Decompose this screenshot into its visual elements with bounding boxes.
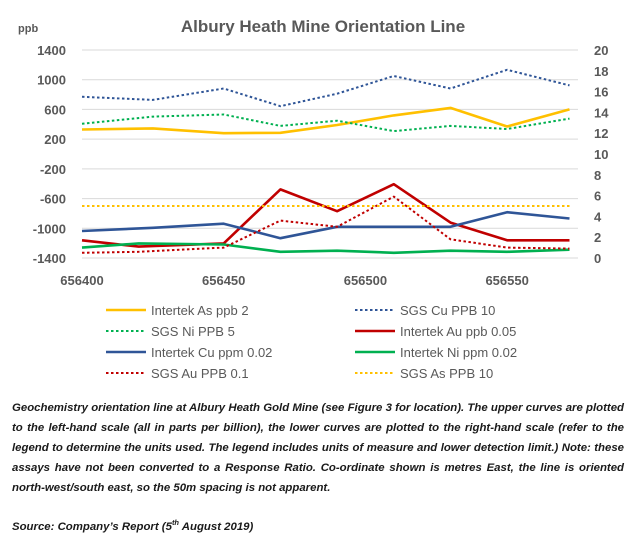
legend-label: SGS Cu PPB 10	[400, 303, 495, 318]
series-line-7	[81, 195, 570, 254]
left-tick-label: -1000	[33, 221, 66, 236]
source-suffix: August 2019)	[179, 520, 254, 533]
right-tick-label: 14	[594, 105, 609, 120]
figure-caption: Geochemistry orientation line at Albury …	[12, 402, 624, 494]
left-tick-label: -1400	[33, 251, 66, 266]
right-tick-label: 18	[594, 64, 608, 79]
line-chart: Albury Heath Mine Orientation Line ppb 1…	[18, 17, 609, 381]
right-tick-label: 8	[594, 168, 601, 183]
series-line-4	[81, 182, 570, 248]
chart-area: Albury Heath Mine Orientation Line ppb 1…	[18, 17, 609, 381]
left-tick-label: 1400	[37, 43, 66, 58]
x-axis-ticks: 656400 656450 656500 656550	[60, 273, 529, 288]
legend-label: Intertek Cu ppm 0.02	[151, 345, 272, 360]
legend-label: Intertek Au ppb 0.05	[400, 324, 516, 339]
left-tick-label: 1000	[37, 73, 66, 88]
right-tick-label: 16	[594, 85, 608, 100]
legend-label: SGS Au PPB 0.1	[151, 366, 249, 381]
left-axis-ticks: 1400 1000 600 200 -200 -600 -1000 -1400	[33, 43, 66, 266]
left-axis-label: ppb	[18, 23, 38, 35]
series-line-6	[81, 242, 570, 255]
series-line-3	[81, 113, 570, 133]
right-tick-label: 6	[594, 189, 601, 204]
series-line-1	[81, 106, 570, 135]
series-line-2	[81, 68, 570, 108]
right-tick-label: 2	[594, 230, 601, 245]
source-prefix: Source: Company’s Report (5	[12, 520, 172, 533]
right-tick-label: 0	[594, 251, 601, 266]
x-tick-label: 656550	[485, 273, 528, 288]
legend-label: SGS As PPB 10	[400, 366, 493, 381]
legend-label: SGS Ni PPB 5	[151, 324, 235, 339]
legend-label: Intertek Ni ppm 0.02	[400, 345, 517, 360]
source-note: Source: Company’s Report (5th August 201…	[12, 518, 624, 533]
x-tick-label: 656450	[202, 273, 245, 288]
series-lines	[81, 68, 570, 255]
right-tick-label: 10	[594, 147, 608, 162]
left-tick-label: 200	[44, 132, 66, 147]
left-tick-label: 600	[44, 102, 66, 117]
left-tick-label: -200	[40, 162, 66, 177]
left-tick-label: -600	[40, 192, 66, 207]
x-tick-label: 656400	[60, 273, 103, 288]
source-superscript: th	[171, 518, 180, 527]
x-tick-label: 656500	[344, 273, 387, 288]
right-tick-label: 12	[594, 126, 608, 141]
right-tick-label: 20	[594, 43, 608, 58]
legend: Intertek As ppb 2 SGS Cu PPB 10 SGS Ni PPB…	[106, 303, 517, 381]
chart-title: Albury Heath Mine Orientation Line	[181, 17, 465, 36]
legend-label: Intertek As ppb 2	[151, 303, 249, 318]
right-tick-label: 4	[594, 209, 602, 224]
